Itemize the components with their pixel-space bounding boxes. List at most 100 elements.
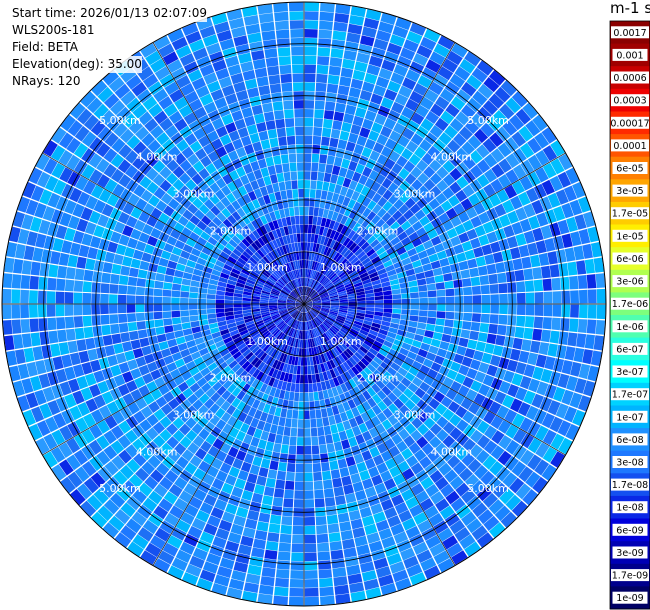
field-cell xyxy=(328,532,341,543)
field-cell xyxy=(267,347,275,356)
field-cell xyxy=(329,369,337,379)
field-cell xyxy=(119,464,134,480)
field-cell xyxy=(365,336,375,344)
field-cell xyxy=(388,327,398,334)
field-cell xyxy=(434,325,444,334)
field-cell xyxy=(267,469,278,479)
field-cell xyxy=(234,317,244,323)
field-cell xyxy=(286,304,296,306)
field-cell xyxy=(309,410,316,419)
field-cell xyxy=(319,586,334,597)
field-cell xyxy=(113,470,128,486)
field-cell xyxy=(296,365,301,375)
field-cell xyxy=(354,535,368,547)
field-cell xyxy=(222,379,233,390)
field-cell xyxy=(280,333,287,343)
field-cell xyxy=(455,406,468,419)
field-cell xyxy=(337,458,348,469)
field-cell xyxy=(506,359,518,372)
field-cell xyxy=(357,360,367,370)
field-cell xyxy=(96,435,110,450)
field-cell xyxy=(426,317,437,325)
colorbar-tick-label: 0.0017 xyxy=(613,28,646,39)
field-cell xyxy=(289,391,295,401)
field-cell xyxy=(158,365,170,377)
field-cell xyxy=(360,326,370,333)
field-cell xyxy=(196,362,207,372)
field-cell xyxy=(414,449,427,462)
colorbar-tick-label: 1e-07 xyxy=(616,412,643,423)
field-cell xyxy=(339,363,348,373)
field-cell xyxy=(318,390,324,401)
field-cell xyxy=(437,527,454,542)
field-cell xyxy=(299,339,303,348)
field-cell xyxy=(233,515,246,527)
field-cell xyxy=(347,399,356,409)
field-cell xyxy=(304,428,311,437)
field-cell xyxy=(429,470,444,483)
field-cell xyxy=(193,356,204,366)
field-cell xyxy=(235,450,247,461)
field-cell xyxy=(271,369,279,379)
field-cell xyxy=(98,405,112,419)
field-cell xyxy=(395,334,405,342)
field-cell xyxy=(304,330,306,340)
nrays-text: NRays: 120 xyxy=(12,73,81,90)
field-cell xyxy=(367,363,377,373)
field-cell xyxy=(325,434,334,444)
field-cell xyxy=(275,341,282,350)
field-cell xyxy=(174,476,188,490)
field-cell xyxy=(334,584,350,595)
field-cell xyxy=(316,382,323,392)
field-cell xyxy=(280,444,289,454)
field-cell xyxy=(215,407,226,419)
field-cell xyxy=(458,364,470,376)
field-cell xyxy=(323,425,332,436)
field-cell xyxy=(114,509,131,525)
field-cell xyxy=(176,456,189,469)
field-cell xyxy=(305,321,307,331)
field-cell xyxy=(250,356,260,366)
field-cell xyxy=(327,523,340,534)
field-cell xyxy=(300,357,304,366)
field-cell xyxy=(235,354,245,363)
field-cell xyxy=(295,304,304,307)
field-cell xyxy=(274,330,282,339)
field-cell xyxy=(361,342,371,351)
field-cell xyxy=(58,442,73,458)
field-cell xyxy=(404,423,417,435)
field-cell xyxy=(330,338,338,347)
field-cell xyxy=(435,403,448,416)
field-cell xyxy=(257,439,267,450)
field-cell xyxy=(118,420,132,434)
field-cell xyxy=(372,404,382,416)
field-cell xyxy=(111,333,122,345)
field-cell xyxy=(225,503,238,515)
beta-field-cells xyxy=(2,2,606,606)
field-cell xyxy=(346,315,356,321)
field-cell xyxy=(262,316,272,322)
field-cell xyxy=(260,363,269,373)
field-cell xyxy=(269,460,279,471)
field-cell xyxy=(472,304,482,313)
field-cell xyxy=(409,504,424,518)
field-cell xyxy=(425,484,440,498)
field-cell xyxy=(320,308,330,313)
field-cell xyxy=(272,497,284,507)
field-cell xyxy=(304,304,313,307)
field-cell xyxy=(160,442,173,456)
field-cell xyxy=(352,481,364,493)
field-cell xyxy=(113,374,126,387)
field-cell xyxy=(449,335,460,345)
field-cell xyxy=(216,316,226,323)
field-cell xyxy=(331,325,340,332)
field-cell xyxy=(67,340,78,354)
field-cell xyxy=(338,330,347,338)
field-cell xyxy=(286,317,293,325)
field-cell xyxy=(304,304,307,313)
field-cell xyxy=(538,342,550,356)
field-cell xyxy=(316,336,322,346)
field-cell xyxy=(360,561,375,573)
field-cell xyxy=(168,398,180,410)
field-cell xyxy=(72,390,85,405)
